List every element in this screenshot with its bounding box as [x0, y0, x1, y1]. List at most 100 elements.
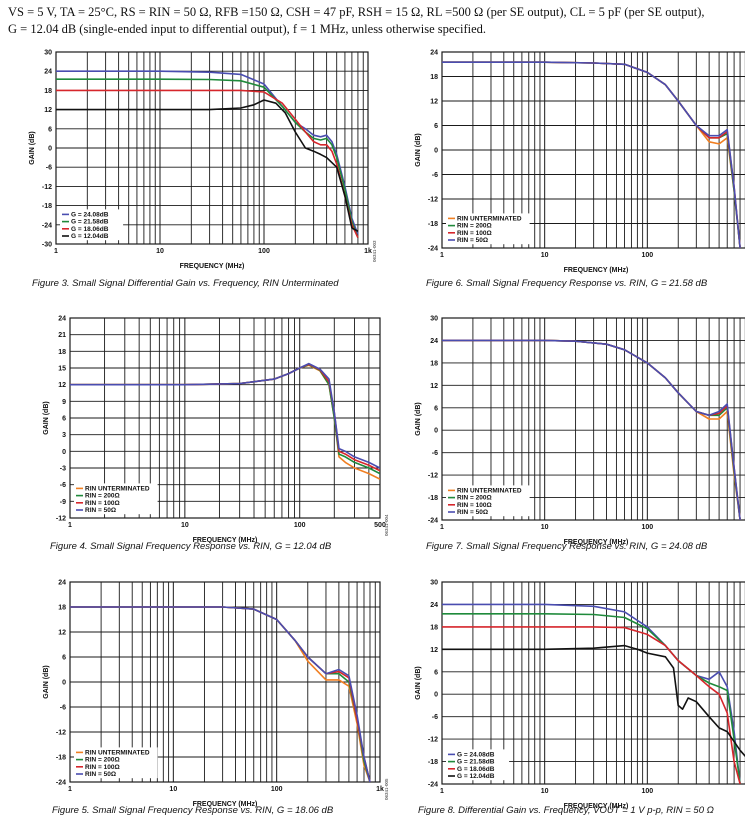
x-tick-label: 500: [374, 522, 386, 529]
y-tick-label: 24: [58, 316, 66, 323]
legend-label: G = 21.58dB: [457, 759, 495, 766]
x-tick-label: 10: [169, 786, 177, 793]
y-tick-label: 21: [58, 332, 66, 339]
caption-fig6: Figure 6. Small Signal Frequency Respons…: [426, 278, 708, 289]
legend-label: RIN = 50Ω: [85, 771, 116, 778]
y-tick-label: 18: [430, 360, 438, 367]
legend-label: RIN = 50Ω: [457, 509, 488, 516]
y-axis-label: GAIN (dB): [43, 665, 50, 698]
y-tick-label: 30: [430, 316, 438, 323]
fig4-tag: 06341-004: [384, 514, 389, 536]
y-tick-label: 24: [430, 50, 438, 57]
fig7-frame: [441, 317, 745, 521]
legend-label: RIN = 200Ω: [85, 493, 120, 500]
chart-fig3: 30 24 18 12 6 0 -6 -12 -18 -24 -30 1 10 100 1k FREQUENC…: [29, 48, 377, 271]
legend-bg: [446, 749, 510, 781]
y-tick-label: 0: [62, 449, 66, 456]
x-tick-label: 100: [294, 522, 306, 529]
x-tick-label: 10: [541, 524, 549, 531]
x-tick-label: 10: [541, 788, 549, 795]
y-tick-label: -12: [56, 516, 66, 523]
y-tick-label: 6: [434, 123, 438, 130]
y-axis-label: GAIN (dB): [43, 401, 50, 434]
x-tick-label: 10: [156, 248, 164, 255]
y-tick-label: -6: [60, 705, 66, 712]
y-tick-label: 12: [430, 99, 438, 106]
legend-bg: [446, 485, 530, 517]
y-tick-label: 24: [44, 69, 52, 76]
fig3-frame: [55, 51, 369, 245]
y-tick-label: -24: [428, 782, 438, 789]
y-tick-label: 9: [62, 399, 66, 406]
y-tick-label: 12: [430, 383, 438, 390]
legend-label: RIN = 100Ω: [457, 230, 492, 237]
conditions-line-2: G = 12.04 dB (single-ended input to diff…: [8, 22, 487, 36]
y-tick-label: -6: [432, 172, 438, 179]
y-tick-label: 15: [58, 366, 66, 373]
y-axis-label: GAIN (dB): [415, 402, 422, 435]
legend-bg: [446, 213, 530, 245]
fig3-tag: 06341-003: [372, 240, 377, 262]
fig5-tag: 06341-005: [384, 778, 389, 800]
test-conditions: VS = 5 V, TA = 25°C, RS = RIN = 50 Ω, RF…: [8, 4, 738, 38]
x-tick-label: 100: [641, 524, 653, 531]
x-tick-label: 100: [641, 252, 653, 259]
y-tick-label: -12: [428, 737, 438, 744]
legend-bg: [74, 483, 158, 515]
y-tick-label: 18: [430, 74, 438, 81]
y-tick-label: 0: [434, 692, 438, 699]
y-tick-label: 3: [62, 432, 66, 439]
y-tick-label: 6: [434, 405, 438, 412]
fig3-svg: 30 24 18 12 6 0 -6 -12 -18 -24 -301 10 100 1k FREQUENC…: [29, 50, 372, 271]
y-tick-label: -24: [428, 246, 438, 253]
legend-label: RIN = 200Ω: [457, 223, 492, 230]
y-tick-label: 12: [44, 107, 52, 114]
y-tick-label: 18: [58, 349, 66, 356]
legend-label: RIN UNTERMINATED: [85, 485, 150, 492]
legend-label: RIN UNTERMINATED: [457, 215, 522, 222]
x-tick-label: 1: [54, 248, 58, 255]
legend-label: G = 12.04dB: [71, 233, 109, 240]
y-tick-label: -18: [42, 203, 52, 210]
legend-label: RIN = 50Ω: [457, 237, 488, 244]
series-line-1: [70, 363, 380, 475]
legend-label: G = 18.06dB: [71, 226, 109, 233]
y-tick-label: 30: [44, 50, 52, 57]
y-tick-label: -3: [60, 466, 66, 473]
legend-bg: [74, 747, 158, 779]
y-axis-label: GAIN (dB): [29, 131, 36, 164]
y-tick-label: 0: [48, 146, 52, 153]
x-axis-label: FREQUENCY (MHz): [193, 801, 258, 808]
x-tick-label: 1k: [376, 786, 384, 793]
y-axis-label: GAIN (dB): [415, 133, 422, 166]
y-tick-label: -18: [428, 221, 438, 228]
y-tick-label: 24: [430, 338, 438, 345]
fig5-svg: 24 18 12 6 0 -6 -12 -18 -241 10 100 1k FREQUENCY (MH…: [43, 580, 384, 809]
legend-label: RIN UNTERMINATED: [85, 749, 150, 756]
caption-fig5: Figure 5. Small Signal Frequency Respons…: [52, 805, 334, 816]
x-tick-label: 100: [271, 786, 283, 793]
series-line-0: [70, 364, 380, 480]
x-axis-label: FREQUENCY (MHz): [564, 539, 629, 546]
y-tick-label: 12: [58, 630, 66, 637]
series-line-3: [70, 606, 371, 782]
y-tick-label: -18: [428, 759, 438, 766]
y-tick-label: 0: [434, 428, 438, 435]
y-tick-label: -12: [42, 184, 52, 191]
fig6-frame: [441, 51, 745, 249]
y-tick-label: 12: [58, 382, 66, 389]
legend-label: RIN = 100Ω: [457, 502, 492, 509]
legend-label: RIN UNTERMINATED: [457, 487, 522, 494]
x-tick-label: 1: [68, 522, 72, 529]
x-tick-label: 1: [440, 788, 444, 795]
y-tick-label: 6: [62, 416, 66, 423]
